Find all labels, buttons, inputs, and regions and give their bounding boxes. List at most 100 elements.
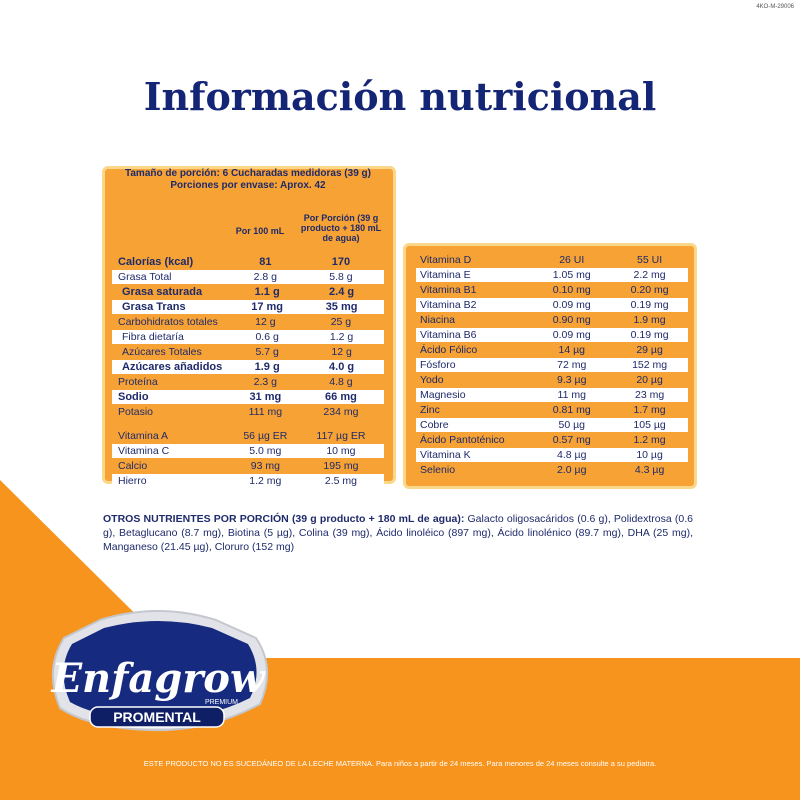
value-per-100ml: 72 mg [557, 359, 587, 371]
value-per-portion: 2.2 mg [633, 269, 666, 281]
nutrient-name: Vitamina C [118, 445, 170, 457]
value-per-100ml: 1.1 g [254, 286, 280, 298]
table-row: Azúcares añadidos 1.9 g 4.0 g [112, 360, 384, 374]
table-row: Grasa saturada 1.1 g 2.4 g [112, 285, 384, 299]
other-nutrients: OTROS NUTRIENTES POR PORCIÓN (39 g produ… [103, 512, 693, 554]
value-per-portion: 195 mg [323, 460, 359, 472]
nutrient-name: Vitamina E [420, 269, 471, 281]
value-per-100ml: 2.3 g [253, 376, 278, 388]
nutrient-name: Fibra dietaría [122, 331, 184, 343]
value-per-100ml: 14 µg [558, 344, 585, 356]
table-row: Magnesio 11 mg 23 mg [416, 388, 688, 402]
value-per-100ml: 1.2 mg [249, 475, 282, 487]
legal-footer: ESTE PRODUCTO NO ES SUCEDÁNEO DE LA LECH… [143, 759, 657, 768]
table-row: Vitamina K 4.8 µg 10 µg [416, 448, 688, 462]
nutrient-name: Grasa saturada [122, 286, 203, 298]
value-per-100ml: 0.57 mg [552, 434, 591, 446]
table-row: Cobre 50 µg 105 µg [416, 418, 688, 432]
nutrient-name: Selenio [420, 464, 456, 476]
value-per-portion: 10 mg [326, 445, 356, 457]
nutrient-name: Ácido Pantoténico [420, 434, 505, 446]
table-row: Yodo 9.3 µg 20 µg [416, 373, 688, 387]
value-per-portion: 23 mg [634, 389, 665, 401]
nutrient-name: Sodio [118, 391, 149, 403]
value-per-portion: 4.8 g [329, 376, 353, 388]
value-per-100ml: 0.90 mg [552, 314, 591, 326]
value-per-portion: 55 UI [637, 254, 663, 266]
nutrient-name: Vitamina A [118, 430, 169, 442]
nutrient-name: Potasio [118, 406, 154, 418]
value-per-100ml: 0.10 mg [552, 284, 591, 296]
value-per-100ml: 0.09 mg [552, 329, 591, 341]
value-per-portion: 29 µg [636, 344, 663, 356]
value-per-portion: 4.0 g [329, 361, 355, 373]
table-row: Calorías (kcal) 81 170 [112, 255, 384, 269]
nutrient-name: Calorías (kcal) [118, 256, 194, 268]
table-row: Vitamina E 1.05 mg 2.2 mg [416, 268, 688, 282]
table-row: Selenio 2.0 µg 4.3 µg [416, 463, 688, 477]
value-per-100ml: 0.6 g [255, 331, 279, 343]
enfagrow-logo: Enfagrow PREMIUM PROMENTAL [38, 608, 278, 738]
nutrient-name: Calcio [118, 460, 148, 472]
value-per-100ml: 2.8 g [253, 271, 278, 283]
value-per-portion: 1.2 g [329, 331, 354, 343]
other-nutrients-label: OTROS NUTRIENTES POR PORCIÓN (39 g produ… [103, 513, 465, 525]
nutrient-name: Grasa Trans [122, 301, 186, 313]
value-per-portion: 5.8 g [329, 271, 353, 283]
value-per-100ml: 12 g [255, 316, 276, 328]
nutrient-name: Proteína [118, 376, 158, 388]
value-per-100ml: 17 mg [251, 301, 284, 313]
table-row: Fibra dietaría 0.6 g 1.2 g [112, 330, 384, 344]
page-title: Información nutricional [143, 74, 657, 119]
value-per-portion: 2.5 mg [324, 475, 357, 487]
nutrient-name: Hierro [118, 475, 147, 487]
value-per-100ml: 0.81 mg [552, 404, 591, 416]
value-per-portion: 1.2 mg [633, 434, 666, 446]
servings-per-container: Porciones por envase: Aprox. 42 [170, 180, 326, 191]
value-per-portion: 10 µg [636, 449, 663, 461]
serving-info: Tamaño de porción: 6 Cucharadas medidora… [108, 168, 388, 192]
value-per-portion: 4.3 µg [634, 464, 665, 476]
value-per-portion: 1.7 mg [633, 404, 666, 416]
table-row: Grasa Trans 17 mg 35 mg [112, 300, 384, 314]
value-per-100ml: 26 UI [559, 254, 585, 266]
table-row: Zinc 0.81 mg 1.7 mg [416, 403, 688, 417]
nutrient-name: Vitamina K [420, 449, 471, 461]
nutrient-name: Vitamina B2 [420, 299, 477, 311]
nutrient-name: Carbohidratos totales [118, 316, 218, 328]
value-per-portion: 1.9 mg [633, 314, 666, 326]
nutrient-name: Azúcares Totales [122, 346, 202, 358]
table-row: Grasa Total 2.8 g 5.8 g [112, 270, 384, 284]
serving-size: Tamaño de porción: 6 Cucharadas medidora… [125, 168, 371, 179]
table-row: Ácido Fólico 14 µg 29 µg [416, 343, 688, 357]
value-per-100ml: 9.3 µg [557, 374, 587, 386]
table-row: Carbohidratos totales 12 g 25 g [112, 315, 384, 329]
table-row: Vitamina B6 0.09 mg 0.19 mg [416, 328, 688, 342]
value-per-portion: 35 mg [325, 301, 358, 313]
value-per-100ml: 50 µg [558, 419, 585, 431]
value-per-100ml: 93 mg [250, 460, 280, 472]
value-per-portion: 20 µg [636, 374, 663, 386]
table-row: Vitamina B2 0.09 mg 0.19 mg [416, 298, 688, 312]
nutrient-name: Azúcares añadidos [122, 361, 223, 373]
value-per-100ml: 31 mg [249, 391, 282, 403]
nutrient-name: Ácido Fólico [420, 344, 478, 356]
value-per-portion: 117 µg ER [316, 430, 366, 442]
table-row: Vitamina A 56 µg ER 117 µg ER [112, 429, 384, 443]
table-row: Fósforo 72 mg 152 mg [416, 358, 688, 372]
brand-line: PROMENTAL [113, 709, 201, 725]
nutrient-name: Grasa Total [118, 271, 172, 283]
value-per-portion: 0.19 mg [630, 329, 669, 341]
value-per-portion: 25 g [330, 316, 352, 328]
value-per-portion: 170 [331, 256, 351, 268]
table-row: Hierro 1.2 mg 2.5 mg [112, 474, 384, 488]
value-per-100ml: 2.0 µg [557, 464, 587, 476]
nutrient-name: Vitamina B6 [420, 329, 477, 341]
table-row: Azúcares Totales 5.7 g 12 g [112, 345, 384, 359]
nutrient-name: Yodo [420, 374, 444, 386]
nutrient-name: Vitamina B1 [420, 284, 477, 296]
product-code: 4KO-M-29006 [756, 4, 794, 10]
column-per-100ml: Por 100 mL [235, 226, 285, 236]
nutrient-name: Fósforo [420, 359, 456, 371]
value-per-100ml: 5.7 g [255, 346, 279, 358]
